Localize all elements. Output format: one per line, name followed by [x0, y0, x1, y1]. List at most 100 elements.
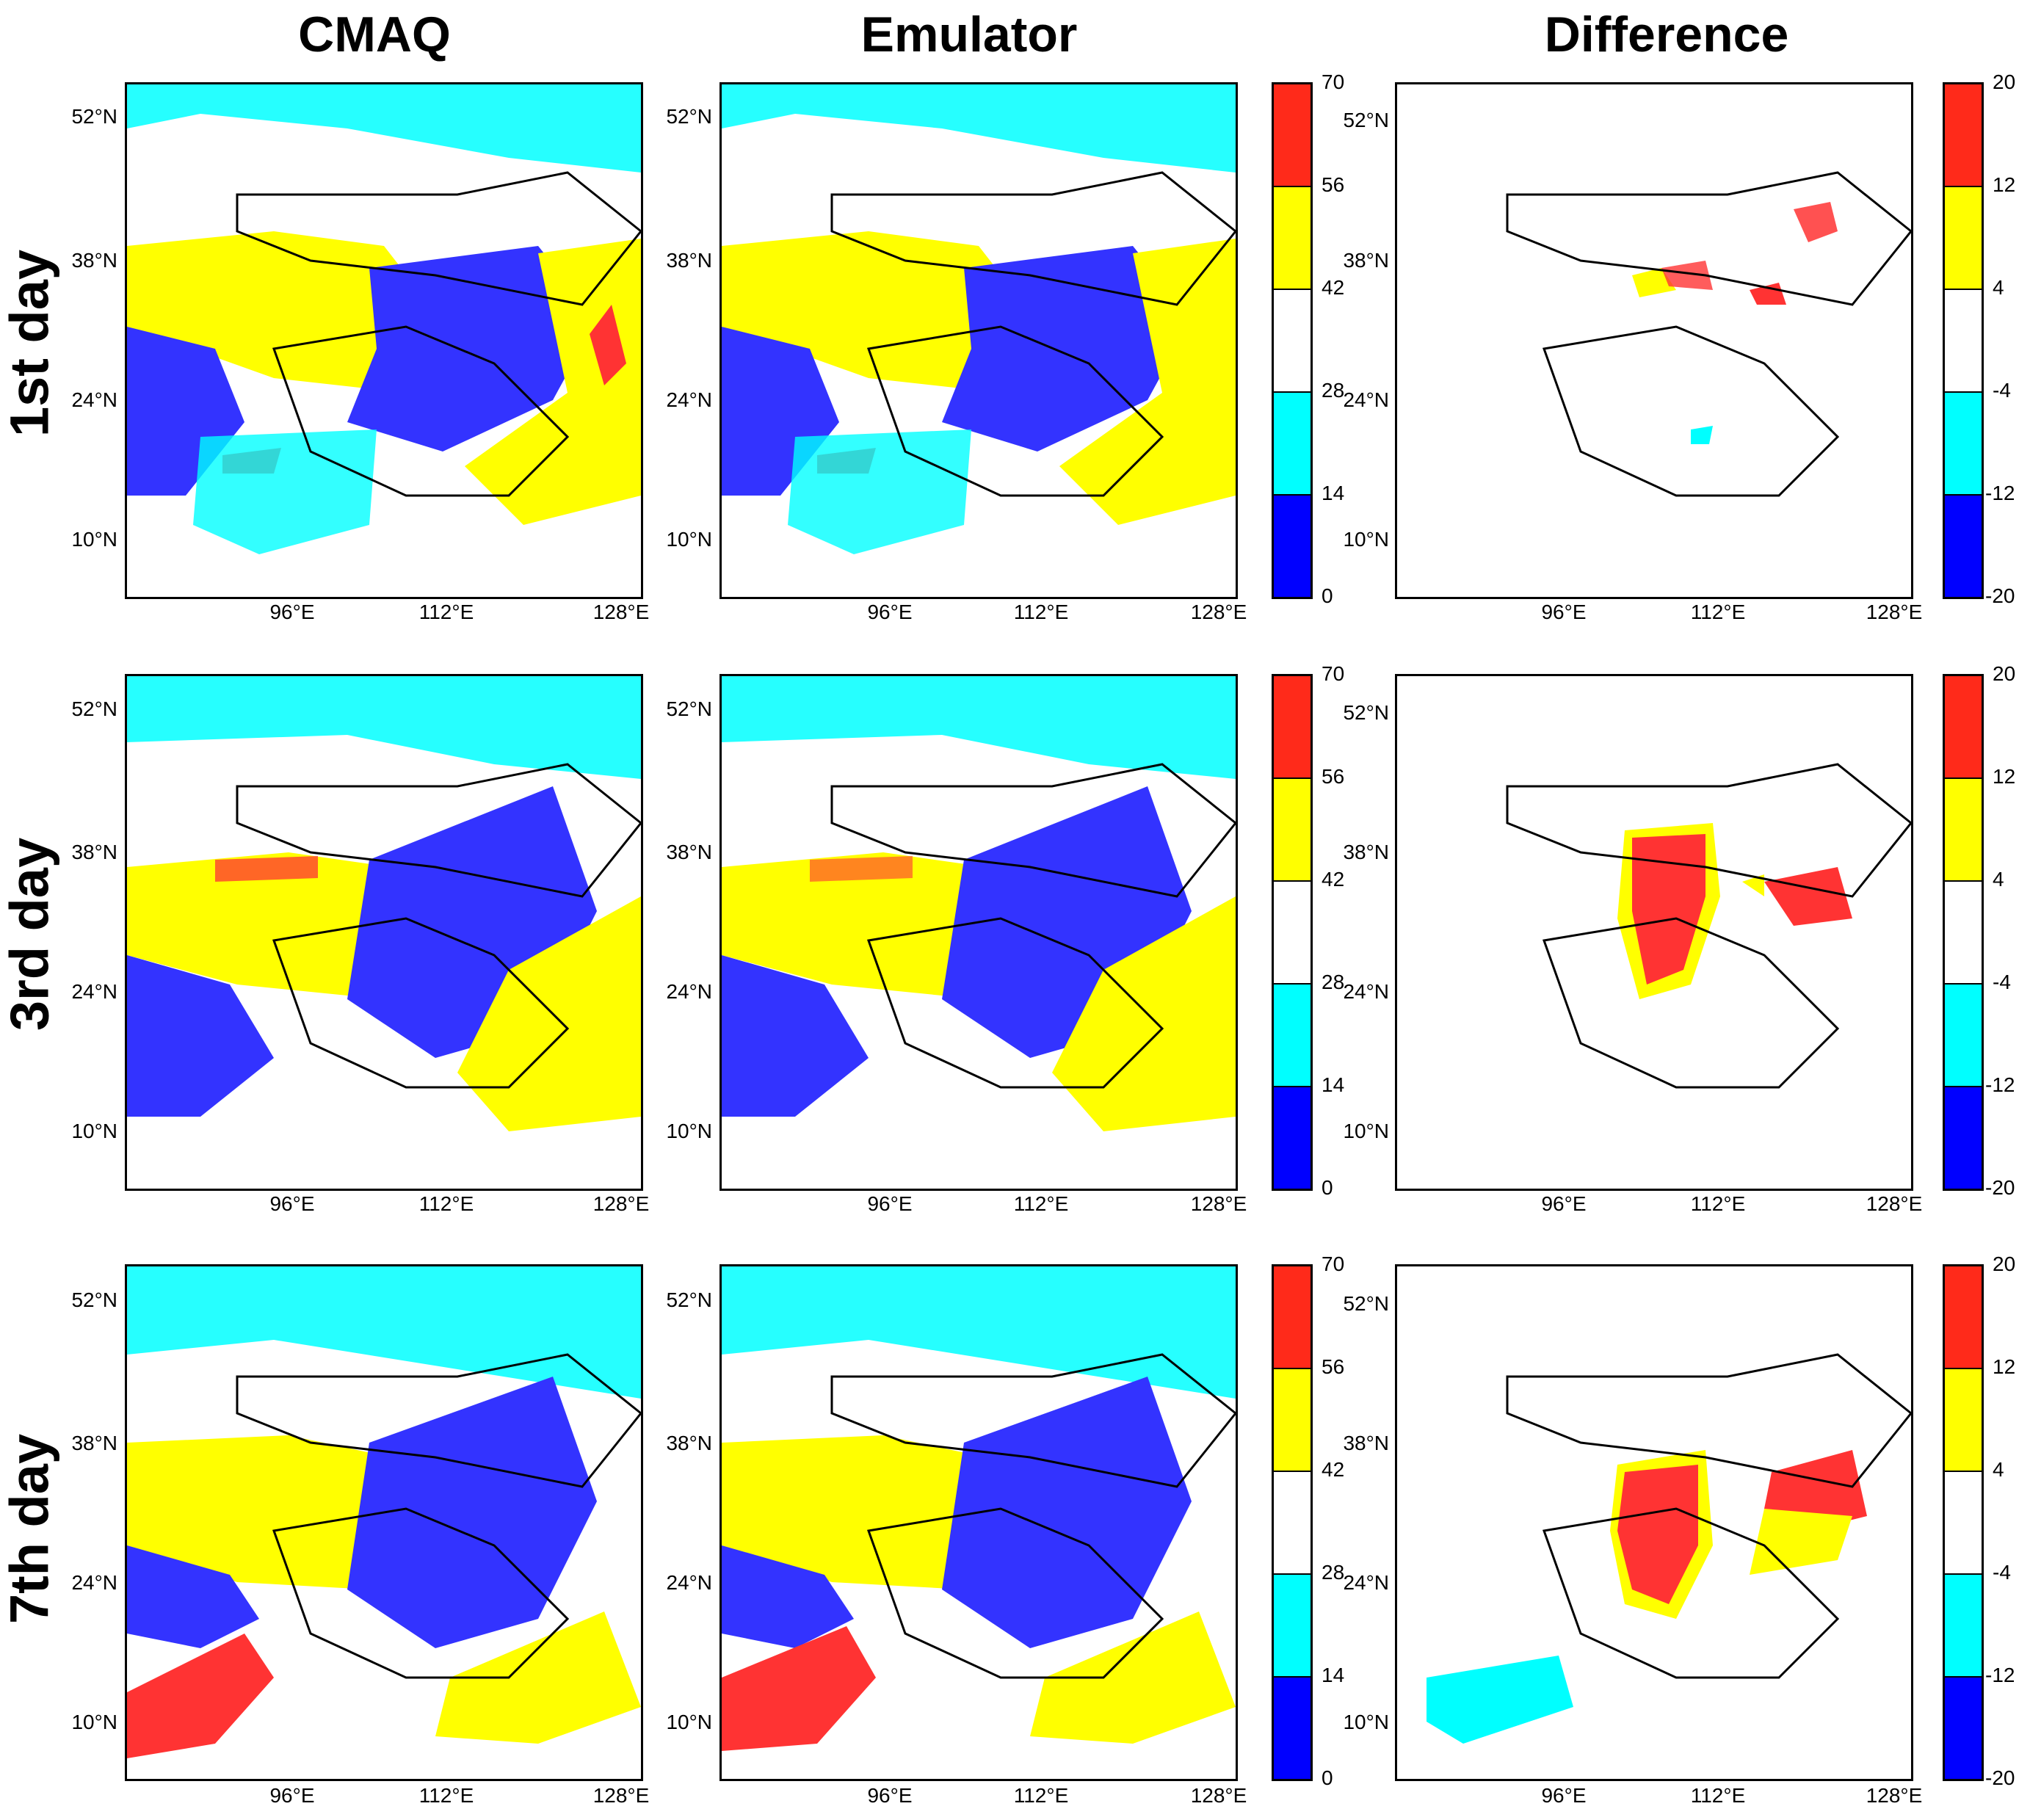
colorbar-tick: 4 [1993, 1458, 2004, 1481]
lon-label: 96°E [269, 601, 315, 623]
colorbar-tick: 70 [1322, 1252, 1345, 1275]
colorbar-segment [1274, 391, 1311, 494]
colorbar-segment [1274, 676, 1311, 777]
colorbar-segment [1274, 186, 1311, 289]
colorbar-tick: 4 [1993, 868, 2004, 891]
colorbar-segment [1945, 983, 1982, 1086]
lon-label: 96°E [269, 1784, 315, 1807]
lat-label: 24°N [666, 388, 712, 411]
lon-label: 128°E [592, 1192, 650, 1215]
row-label-3rd-day: 3rd day [0, 837, 60, 1032]
lat-label: 52°N [71, 105, 117, 128]
concentration-colorbar [1272, 1264, 1313, 1781]
lat-label: 10°N [666, 1120, 712, 1142]
colorbar-tick: 20 [1993, 1252, 2016, 1275]
colorbar-segment [1945, 1368, 1982, 1471]
colorbar-tick: -4 [1993, 379, 2011, 402]
column-title-cmaq: CMAQ [298, 7, 451, 62]
colorbar-segment [1945, 1676, 1982, 1779]
colorbar-tick: -4 [1993, 971, 2011, 993]
column-title-difference: Difference [1544, 7, 1789, 62]
colorbar-tick: 12 [1993, 1355, 2016, 1378]
lon-label: 112°E [1690, 1784, 1746, 1807]
colorbar-tick: -20 [1985, 1176, 2015, 1199]
lat-label: 10°N [1343, 1120, 1389, 1142]
colorbar-tick: -4 [1993, 1561, 2011, 1584]
colorbar-segment [1274, 1368, 1311, 1471]
map-difference-day7 [1395, 1264, 1913, 1781]
row-label-1st-day: 1st day [0, 249, 60, 438]
lat-label: 52°N [666, 105, 712, 128]
lon-label: 128°E [1190, 601, 1247, 623]
lat-label: 24°N [666, 980, 712, 1003]
colorbar-segment [1945, 1471, 1982, 1573]
lat-label: 38°N [1343, 249, 1389, 272]
lon-label: 128°E [1866, 1784, 1923, 1807]
colorbar-tick: 20 [1993, 70, 2016, 93]
colorbar-tick: -20 [1985, 1766, 2015, 1789]
colorbar-tick: 4 [1993, 276, 2004, 299]
map-cmaq-day7 [125, 1264, 643, 1781]
lon-label: 96°E [1541, 1192, 1587, 1215]
colorbar-segment [1945, 84, 1982, 186]
lon-label: 128°E [592, 1784, 650, 1807]
colorbar-tick: 70 [1322, 662, 1345, 685]
lat-label: 38°N [666, 249, 712, 272]
lon-label: 112°E [1013, 1192, 1069, 1215]
lon-label: 128°E [592, 601, 650, 623]
colorbar-tick: 0 [1322, 1176, 1333, 1199]
lon-label: 112°E [1013, 1784, 1069, 1807]
colorbar-segment [1945, 494, 1982, 597]
lon-label: 112°E [1690, 1192, 1746, 1215]
difference-colorbar [1943, 674, 1984, 1191]
lat-label: 10°N [71, 528, 117, 551]
lat-label: 38°N [71, 249, 117, 272]
colorbar-tick: 56 [1322, 173, 1345, 196]
lat-label: 24°N [71, 388, 117, 411]
difference-colorbar [1943, 82, 1984, 599]
lon-label: 112°E [1013, 601, 1069, 623]
lat-label: 10°N [71, 1711, 117, 1733]
lat-label: 38°N [1343, 1432, 1389, 1454]
colorbar-tick: 14 [1322, 1664, 1345, 1686]
concentration-colorbar [1272, 82, 1313, 599]
colorbar-segment [1945, 1086, 1982, 1189]
colorbar-tick: 28 [1322, 1561, 1345, 1584]
colorbar-tick: -12 [1985, 1073, 2015, 1096]
lat-label: 38°N [71, 841, 117, 863]
colorbar-segment [1274, 1471, 1311, 1573]
lat-label: 52°N [1343, 1292, 1389, 1315]
colorbar-segment [1945, 676, 1982, 777]
colorbar-tick: 56 [1322, 765, 1345, 788]
lat-label: 10°N [1343, 1711, 1389, 1733]
colorbar-tick: 42 [1322, 276, 1345, 299]
lat-label: 38°N [666, 1432, 712, 1454]
lat-label: 24°N [666, 1571, 712, 1594]
colorbar-segment [1945, 391, 1982, 494]
map-cmaq-day3 [125, 674, 643, 1191]
colorbar-segment [1274, 1266, 1311, 1368]
colorbar-tick: -12 [1985, 1664, 2015, 1686]
column-title-emulator: Emulator [860, 7, 1078, 62]
map-difference-day3 [1395, 674, 1913, 1191]
lat-label: 24°N [1343, 1571, 1389, 1594]
colorbar-segment [1945, 186, 1982, 289]
colorbar-segment [1945, 880, 1982, 983]
lat-label: 52°N [666, 1288, 712, 1311]
lon-label: 96°E [867, 1784, 913, 1807]
lat-label: 52°N [71, 1288, 117, 1311]
colorbar-segment [1274, 84, 1311, 186]
lat-label: 38°N [666, 841, 712, 863]
map-emulator-day7 [719, 1264, 1238, 1781]
lon-label: 128°E [1866, 1192, 1923, 1215]
colorbar-tick: 42 [1322, 1458, 1345, 1481]
colorbar-segment [1274, 494, 1311, 597]
colorbar-tick: -20 [1985, 584, 2015, 607]
colorbar-segment [1945, 1573, 1982, 1676]
lon-label: 112°E [1690, 601, 1746, 623]
difference-colorbar [1943, 1264, 1984, 1781]
colorbar-tick: 56 [1322, 1355, 1345, 1378]
colorbar-tick: 12 [1993, 765, 2016, 788]
colorbar-tick: 14 [1322, 1073, 1345, 1096]
lon-label: 96°E [1541, 1784, 1587, 1807]
